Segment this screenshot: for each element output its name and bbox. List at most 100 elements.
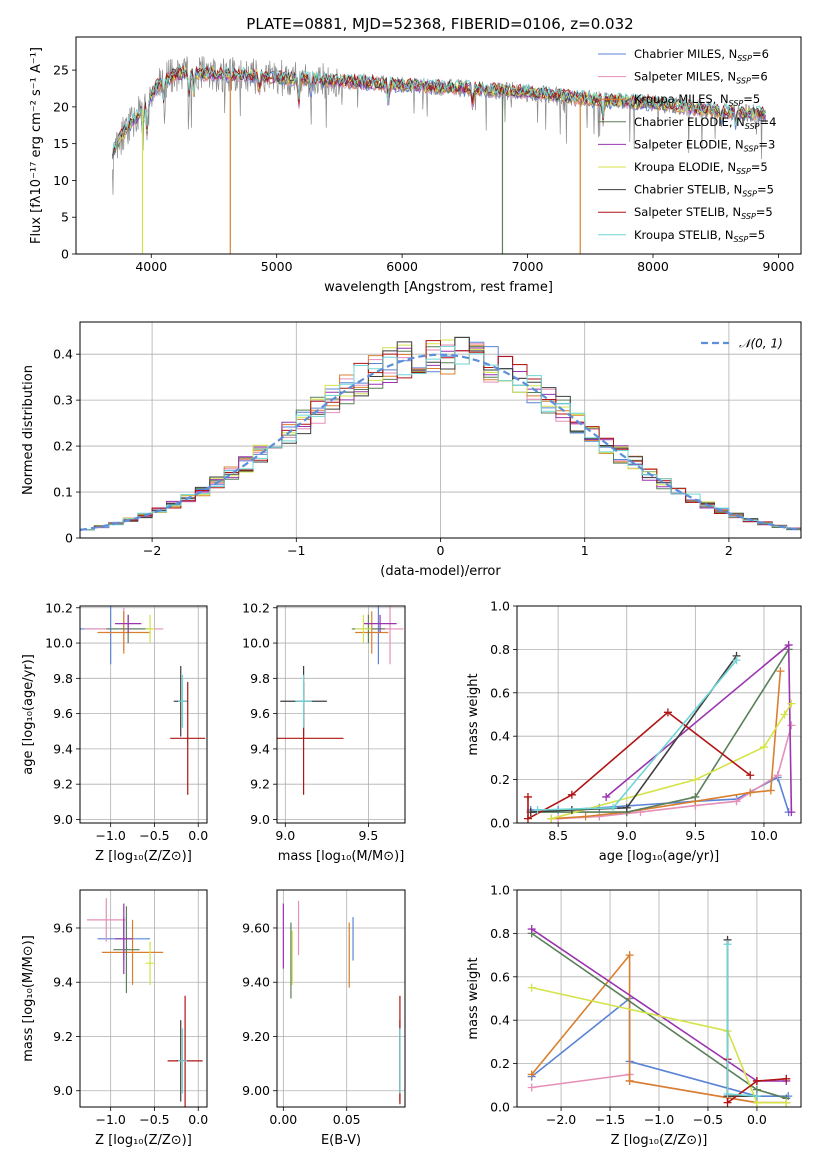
errorbar-point-4	[115, 614, 142, 633]
x-tick-label: 0	[437, 543, 445, 558]
legend-label: Chabrier MILES, NSSP=6	[634, 47, 769, 63]
x-tick-label: 0.0	[188, 1112, 208, 1127]
y-tick-label: 0.1	[53, 485, 73, 500]
legend-label-sub: SSP	[734, 235, 749, 244]
x-axis-label: E(B-V)	[321, 1133, 361, 1148]
y-tick-label: 0.4	[490, 1013, 510, 1028]
x-tick-label: 8.5	[548, 828, 568, 843]
panel-weight-vs-age: 8.5 9.0 9.5 10.0 0.0 0.2 0.4 0.6 0.8 1.0 age [log₁…	[466, 599, 802, 864]
legend-label-main: Chabrier STELIB, N	[634, 183, 742, 197]
y-tick-label: 1.0	[490, 883, 510, 898]
plot-area	[80, 336, 801, 531]
legend-label: Salpeter MILES, NSSP=6	[634, 70, 768, 86]
x-tick-label: 8000	[637, 259, 669, 274]
x-tick-label: −1.0	[95, 1112, 125, 1127]
plot-area	[87, 898, 203, 1107]
weight-series-6	[530, 655, 738, 813]
weight-series-8	[537, 659, 738, 811]
legend-label-main: Kroupa ELODIE, N	[634, 160, 736, 174]
legend-label-sub: SSP	[729, 99, 744, 108]
weight-marker	[547, 814, 556, 823]
errorbar-point-2	[355, 611, 389, 654]
panel-residuals: −2 −1 0 1 2 0 0.1 0.2 0.3 0.4 (data-model)/error No…	[21, 321, 802, 579]
legend-label-main: Salpeter MILES, N	[634, 70, 736, 84]
weight-marker	[567, 805, 576, 814]
legend-label-sub: SSP	[737, 54, 752, 63]
errorbar-point-4	[115, 903, 133, 975]
y-tick-label: 0.2	[53, 439, 73, 454]
weight-marker	[773, 771, 782, 780]
y-axis-label: age [log₁₀(age/yr)]	[21, 654, 36, 775]
weight-marker	[527, 983, 536, 992]
x-tick-label: −1.0	[644, 1112, 674, 1127]
y-tick-label: 9.0	[53, 1083, 73, 1098]
errorbar-point-1	[87, 898, 126, 942]
weight-marker	[602, 792, 611, 801]
legend-label-suffix: =5	[751, 160, 768, 174]
x-tick-label: 0.0	[747, 1112, 767, 1127]
axes-frame	[79, 889, 208, 1108]
y-tick-label: 0.4	[53, 347, 73, 362]
x-axis-label: Z [log₁₀(Z/Z⊙)]	[95, 1133, 192, 1148]
y-tick-label: 0	[65, 531, 73, 546]
errorbar-point-8	[178, 1028, 187, 1094]
errorbar-point-5	[145, 941, 155, 985]
legend-label-suffix: =5	[757, 183, 774, 197]
x-tick-label: 4000	[135, 259, 167, 274]
weight-marker	[622, 803, 631, 812]
plot-area	[282, 900, 401, 1105]
legend-label-sub: SSP	[742, 190, 757, 199]
panels: 4000 5000 6000 7000 8000 90000510152025wavele…	[21, 36, 802, 1148]
legend-label-main: Chabrier MILES, N	[634, 47, 737, 61]
plot-area	[523, 641, 796, 823]
weight-marker	[691, 775, 700, 784]
residual-legend: 𝒩(0, 1)	[701, 337, 783, 351]
y-axis-label: mass [log₁₀(M/M⊙)]	[21, 935, 36, 1062]
legend-label-suffix: =5	[748, 228, 765, 242]
y-axis-label: mass weight	[466, 957, 481, 1039]
errorbar-point-8	[178, 674, 187, 728]
x-tick-label: −0.5	[139, 828, 169, 843]
weight-series-5	[551, 703, 793, 820]
errorbar-point-4	[363, 614, 397, 633]
y-tick-label: 9.4	[53, 975, 73, 990]
plot-area	[80, 606, 206, 795]
y-tick-label: 9.2	[250, 777, 270, 792]
weight-marker	[527, 1083, 536, 1092]
y-tick-label: 15	[53, 136, 69, 151]
weight-marker	[780, 710, 789, 719]
x-tick-label: 5000	[261, 259, 293, 274]
weight-marker	[527, 1070, 536, 1079]
weight-marker	[782, 1074, 791, 1083]
weight-marker	[723, 1089, 732, 1098]
errorbar-point-8	[295, 674, 312, 728]
weight-marker	[787, 808, 796, 817]
x-tick-label: −0.5	[693, 1112, 723, 1127]
legend-label: Kroupa STELIB, NSSP=5	[634, 228, 765, 244]
y-tick-label: 0.6	[490, 685, 510, 700]
weight-marker	[746, 788, 755, 797]
y-tick-label: 5	[61, 210, 69, 225]
weight-marker	[732, 656, 741, 665]
y-tick-label: 10.0	[45, 636, 73, 651]
x-axis-label: Z [log₁₀(Z/Z⊙)]	[95, 849, 192, 864]
y-tick-label: 9.6	[250, 706, 270, 721]
x-tick-label: 1	[581, 543, 589, 558]
y-tick-label: 9.40	[242, 975, 270, 990]
errorbar-point-5	[355, 614, 372, 644]
legend-label: Kroupa MILES, NSSP=5	[634, 92, 760, 108]
panel-mass-vs-Z: −1.0 −0.5 0.0 9.0 9.2 9.4 9.6 Z [log₁₀(Z/Z⊙)] ma…	[21, 889, 208, 1148]
y-tick-label: 0.2	[490, 1056, 510, 1071]
x-axis-label: mass [log₁₀(M/M⊙)]	[278, 849, 405, 864]
errorbar-point-3	[113, 906, 140, 994]
weight-marker	[723, 1098, 732, 1107]
x-tick-label: 6000	[386, 259, 418, 274]
x-tick-label: 9.0	[275, 828, 295, 843]
weight-marker	[595, 812, 604, 821]
x-tick-label: −2.0	[546, 1112, 576, 1127]
model-spectrum-8	[112, 65, 766, 155]
axes-frame	[79, 605, 208, 824]
x-axis-label: (data-model)/error	[380, 564, 501, 579]
